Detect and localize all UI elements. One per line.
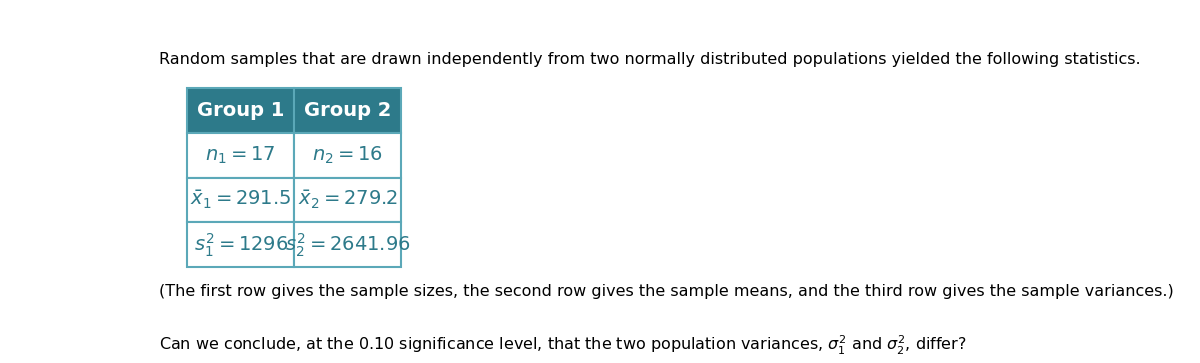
Text: $\bar{x}_1=291.5$: $\bar{x}_1=291.5$	[190, 189, 292, 211]
Text: Group 1: Group 1	[197, 101, 284, 120]
Text: $n_1=17$: $n_1=17$	[205, 145, 276, 166]
FancyBboxPatch shape	[294, 88, 401, 133]
Text: $n_2=16$: $n_2=16$	[312, 145, 383, 166]
FancyBboxPatch shape	[187, 133, 294, 178]
FancyBboxPatch shape	[187, 223, 294, 267]
Text: Random samples that are drawn independently from two normally distributed popula: Random samples that are drawn independen…	[160, 52, 1141, 67]
FancyBboxPatch shape	[294, 133, 401, 178]
Text: (The first row gives the sample sizes, the second row gives the sample means, an: (The first row gives the sample sizes, t…	[160, 284, 1174, 299]
Text: Can we conclude, at the 0.10 significance level, that the two population varianc: Can we conclude, at the 0.10 significanc…	[160, 334, 967, 358]
FancyBboxPatch shape	[187, 178, 294, 223]
FancyBboxPatch shape	[187, 88, 294, 133]
Text: $s_1^2=1296$: $s_1^2=1296$	[193, 231, 288, 258]
FancyBboxPatch shape	[294, 223, 401, 267]
Text: $\bar{x}_2=279.2$: $\bar{x}_2=279.2$	[298, 189, 397, 211]
Text: $s_2^2=2641.96$: $s_2^2=2641.96$	[284, 231, 410, 258]
Text: Group 2: Group 2	[304, 101, 391, 120]
FancyBboxPatch shape	[294, 178, 401, 223]
